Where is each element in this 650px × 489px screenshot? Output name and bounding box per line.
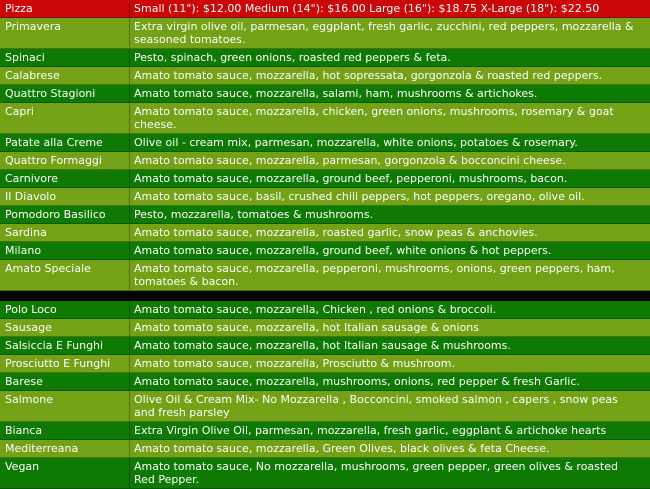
pizza-name: Polo Loco	[0, 301, 130, 318]
pizza-description: Amato tomato sauce, mozzarella, Prosciut…	[134, 357, 455, 370]
menu-row: Primavera Extra virgin olive oil, parmes…	[0, 18, 650, 49]
menu-row: Spinaci Pesto, spinach, green onions, ro…	[0, 49, 650, 67]
menu-row: Barese Amato tomato sauce, mozzarella, m…	[0, 373, 650, 391]
section-divider	[0, 291, 650, 301]
pizza-description: Amato tomato sauce, mozzarella, ground b…	[134, 244, 552, 257]
menu-row: Pomodoro Basilico Pesto, mozzarella, tom…	[0, 206, 650, 224]
pizza-name: Sardina	[0, 224, 130, 241]
pizza-description: Amato tomato sauce, mozzarella, hot sopr…	[134, 69, 603, 82]
pizza-description: Amato tomato sauce, mozzarella, Chicken …	[134, 303, 497, 316]
menu-row: Il Diavolo Amato tomato sauce, basil, cr…	[0, 188, 650, 206]
pizza-description: Amato tomato sauce, mozzarella, salami, …	[134, 87, 538, 100]
menu-header-prices: Small (11"): $12.00 Medium (14"): $16.00…	[134, 2, 600, 15]
pizza-description: Pesto, spinach, green onions, roasted re…	[134, 51, 451, 64]
menu-row: Quattro Stagioni Amato tomato sauce, moz…	[0, 85, 650, 103]
pizza-description: Amato tomato sauce, mozzarella, parmesan…	[134, 154, 566, 167]
pizza-name: Calabrese	[0, 67, 130, 84]
menu-row: Quattro Formaggi Amato tomato sauce, moz…	[0, 152, 650, 170]
menu-rows-container: Primavera Extra virgin olive oil, parmes…	[0, 18, 650, 489]
pizza-name: Vegan	[0, 458, 130, 488]
menu-row: Calabrese Amato tomato sauce, mozzarella…	[0, 67, 650, 85]
pizza-description: Amato tomato sauce, mozzarella, pepperon…	[134, 262, 615, 288]
pizza-name: Amato Speciale	[0, 260, 130, 290]
pizza-name: Sausage	[0, 319, 130, 336]
menu-row: Sardina Amato tomato sauce, mozzarella, …	[0, 224, 650, 242]
menu-row: Vegan Amato tomato sauce, No mozzarella,…	[0, 458, 650, 489]
menu-row: Mediterreana Amato tomato sauce, mozzare…	[0, 440, 650, 458]
menu-row: Amato Speciale Amato tomato sauce, mozza…	[0, 260, 650, 291]
menu-row: Milano Amato tomato sauce, mozzarella, g…	[0, 242, 650, 260]
menu-header-row: Pizza Small (11"): $12.00 Medium (14"): …	[0, 0, 650, 18]
pizza-name: Salsiccia E Funghi	[0, 337, 130, 354]
pizza-description: Amato tomato sauce, mozzarella, roasted …	[134, 226, 538, 239]
pizza-name: Capri	[0, 103, 130, 133]
pizza-description: Amato tomato sauce, basil, crushed chili…	[134, 190, 585, 203]
menu-header-category: Pizza	[0, 0, 130, 17]
pizza-name: Primavera	[0, 18, 130, 48]
menu-row: Prosciutto E Funghi Amato tomato sauce, …	[0, 355, 650, 373]
pizza-description: Olive oil - cream mix, parmesan, mozzare…	[134, 136, 578, 149]
pizza-description: Extra Virgin Olive Oil, parmesan, mozzar…	[134, 424, 607, 437]
pizza-name: Mediterreana	[0, 440, 130, 457]
pizza-name: Il Diavolo	[0, 188, 130, 205]
pizza-name: Spinaci	[0, 49, 130, 66]
pizza-description: Olive Oil & Cream Mix- No Mozzarella , B…	[134, 393, 618, 419]
menu-row: Salmone Olive Oil & Cream Mix- No Mozzar…	[0, 391, 650, 422]
pizza-name: Pomodoro Basilico	[0, 206, 130, 223]
pizza-description: Pesto, mozzarella, tomatoes & mushrooms.	[134, 208, 374, 221]
menu-row: Capri Amato tomato sauce, mozzarella, ch…	[0, 103, 650, 134]
pizza-name: Milano	[0, 242, 130, 259]
pizza-name: Bianca	[0, 422, 130, 439]
pizza-name: Prosciutto E Funghi	[0, 355, 130, 372]
pizza-description: Amato tomato sauce, mozzarella, hot Ital…	[134, 321, 479, 334]
pizza-description: Amato tomato sauce, mozzarella, hot Ital…	[134, 339, 511, 352]
pizza-description: Amato tomato sauce, mozzarella, mushroom…	[134, 375, 580, 388]
pizza-name: Salmone	[0, 391, 130, 421]
pizza-name: Barese	[0, 373, 130, 390]
pizza-description: Amato tomato sauce, mozzarella, Green Ol…	[134, 442, 550, 455]
menu-row: Bianca Extra Virgin Olive Oil, parmesan,…	[0, 422, 650, 440]
pizza-name: Carnivore	[0, 170, 130, 187]
pizza-name: Quattro Formaggi	[0, 152, 130, 169]
pizza-name: Quattro Stagioni	[0, 85, 130, 102]
pizza-description: Amato tomato sauce, mozzarella, ground b…	[134, 172, 568, 185]
pizza-name: Patate alla Creme	[0, 134, 130, 151]
menu-row: Polo Loco Amato tomato sauce, mozzarella…	[0, 301, 650, 319]
pizza-description: Amato tomato sauce, mozzarella, chicken,…	[134, 105, 614, 131]
menu-row: Patate alla Creme Olive oil - cream mix,…	[0, 134, 650, 152]
menu-row: Carnivore Amato tomato sauce, mozzarella…	[0, 170, 650, 188]
menu-row: Sausage Amato tomato sauce, mozzarella, …	[0, 319, 650, 337]
menu-row: Salsiccia E Funghi Amato tomato sauce, m…	[0, 337, 650, 355]
pizza-description: Extra virgin olive oil, parmesan, eggpla…	[134, 20, 634, 46]
pizza-description: Amato tomato sauce, No mozzarella, mushr…	[134, 460, 618, 486]
